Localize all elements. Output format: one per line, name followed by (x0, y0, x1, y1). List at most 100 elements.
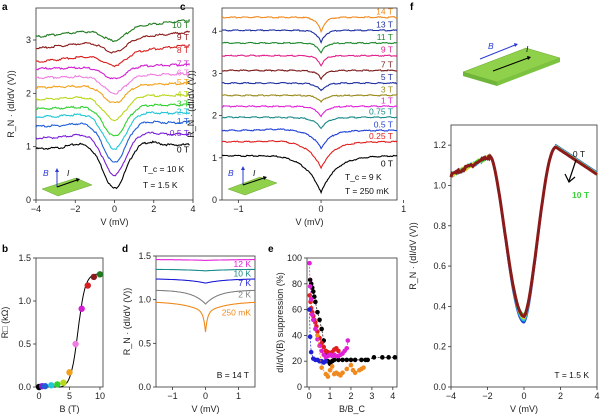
x-tick-label: 3 (369, 391, 374, 401)
inset-b-label: B (228, 168, 234, 178)
y-tick-label: 40 (292, 330, 302, 340)
data-point (317, 343, 322, 349)
data-point (344, 366, 350, 372)
data-point (319, 348, 324, 354)
series-line-10-T (449, 145, 598, 319)
legend-label: 0.25 T (369, 131, 393, 141)
panel-a-chart: −4 −2 0 2 4 0 1 2 3 V (mV) R_N · (dI/dV (V)) 0 T 0.5… (6, 7, 196, 227)
data-point (392, 355, 398, 360)
x-tick-label: 4 (190, 204, 195, 214)
data-point (309, 312, 315, 318)
b-arrow (479, 44, 516, 60)
legend-label: 13 T (376, 19, 393, 29)
panel-b-chart: 0 5 10 0.0 0.5 1.0 1.5 B (T) R□ (kΩ) (0, 253, 105, 414)
series-line-11-T (221, 41, 397, 54)
inset-i-label: I (253, 168, 256, 178)
x-tick-label: 2 (348, 391, 353, 401)
x-tick-label: −1 (167, 391, 177, 401)
i-arrow (242, 177, 265, 186)
y-tick-label: 20 (292, 356, 302, 366)
x-tick-label: −2 (482, 391, 492, 401)
y-tick-label: 1.0 (18, 296, 31, 306)
legend-label: 6 T (177, 68, 189, 78)
data-point (307, 284, 313, 289)
data-point (310, 317, 316, 323)
legend-label: 14 T (376, 6, 393, 16)
data-point (307, 307, 312, 312)
y-tick-label: 1.0 (433, 180, 446, 190)
inset-b-label: B (43, 168, 49, 178)
data-point (386, 355, 391, 360)
y-tick-label: 1.0 (138, 295, 151, 305)
x-tick-label: 0 (112, 204, 117, 214)
data-point (84, 282, 91, 289)
data-point (325, 374, 331, 379)
data-point (319, 326, 324, 332)
x-tick-label: −2 (70, 204, 80, 214)
data-point (48, 382, 55, 389)
y-axis-label: R_N · (dI/dV (V)) (186, 70, 196, 138)
annotation-tc: T_c = 10 K (143, 164, 185, 174)
legend-label: 0.75 T (369, 106, 393, 116)
x-axis-label: V (mV) (296, 217, 324, 227)
x-tick-label: 1 (328, 391, 333, 401)
series-line-7-T (221, 69, 398, 81)
data-point (66, 369, 73, 376)
legend-label: 3 T (381, 84, 393, 94)
legend-label: 3 T (177, 98, 189, 108)
series-line-250-mK (155, 301, 256, 333)
series-line-6-T (35, 72, 190, 95)
panel-label-b: b (2, 244, 8, 255)
data-point (313, 326, 318, 332)
sample-slab-side (497, 58, 560, 86)
y-tick-label: 0.4 (433, 301, 446, 311)
x-axis-label: V (mV) (101, 217, 129, 227)
series-line-14-T (222, 16, 398, 33)
series-line-8-T (35, 44, 190, 68)
data-point (336, 348, 341, 354)
y-tick-label: 2 (26, 88, 31, 98)
legend-label: 1 T (381, 95, 393, 105)
annotation-t: T = 1.5 K (554, 370, 589, 380)
x-tick-label: −4 (446, 391, 456, 401)
plot-frame (306, 257, 398, 388)
data-point (345, 338, 351, 343)
panel-d-chart: −1 0 1 0.0 0.5 1.0 1.5 V (mV) R_N · (dI/dV (V)) 1… (122, 251, 256, 414)
legend-label: 250 mK (222, 307, 252, 317)
data-point (331, 357, 337, 363)
series-line-1-T (35, 120, 190, 163)
series-line-8-T (450, 145, 598, 316)
data-point (315, 333, 320, 338)
y-tick-label: 100 (287, 253, 302, 263)
data-point (340, 357, 345, 363)
data-point (321, 344, 327, 350)
x-tick-label: 10 (95, 391, 105, 401)
y-tick-label: 1.5 (18, 253, 31, 263)
y-tick-label: 80 (292, 279, 302, 289)
sample-slab-edge (463, 72, 497, 86)
x-tick-label: 0 (307, 391, 312, 401)
series-line-0-5-T (35, 131, 190, 177)
series-line-12-K (156, 259, 255, 261)
panel-label-f: f (410, 2, 414, 13)
series-line-3-T (222, 94, 398, 104)
panel-label-c: c (180, 2, 186, 13)
legend-label: 2 T (177, 106, 189, 116)
y-tick-label: 0.5 (18, 339, 31, 349)
x-tick-label: 0 (521, 391, 526, 401)
legend-label: 7 T (381, 59, 393, 69)
series-line-2-K (156, 289, 255, 305)
data-point (340, 370, 345, 376)
data-point (336, 357, 341, 363)
y-axis-label: R_N · (dI/dV (V)) (122, 288, 132, 356)
series-line-0-T (35, 140, 190, 190)
panel-label-d: d (122, 244, 128, 255)
x-tick-label: 0 (319, 204, 324, 214)
legend-label: 7 K (238, 278, 251, 288)
x-tick-label: 1 (401, 204, 406, 214)
sample-slab (41, 177, 93, 197)
y-tick-label: 2 (212, 111, 217, 121)
series-line-0-T (221, 154, 398, 195)
